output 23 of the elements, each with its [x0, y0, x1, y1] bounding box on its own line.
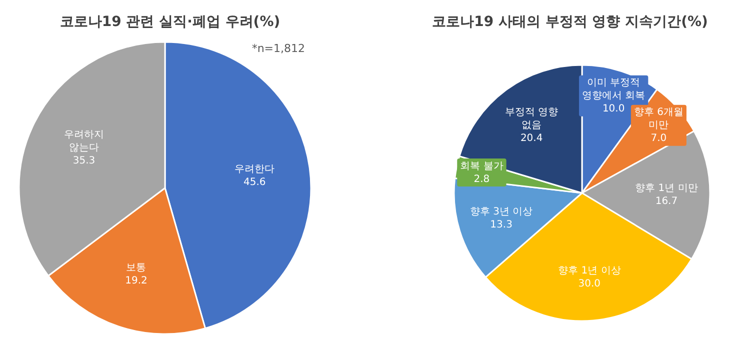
slice-label: 향후 6개월 미만: [634, 106, 684, 131]
chart-title: 코로나19 사태의 부정적 영향 지속기간(%): [432, 14, 708, 30]
data-label: 30.0: [578, 278, 601, 290]
data-label: 19.2: [125, 275, 148, 286]
slice-label: 이미 부정적 영향에서 회복: [582, 77, 646, 102]
slice-label: 부정적 영향 없음: [504, 106, 558, 131]
text: *n=1,812: [252, 42, 305, 55]
data-label: 2.8: [474, 174, 490, 185]
slice-label: 보통: [126, 262, 146, 274]
data-label: 10.0: [602, 103, 625, 114]
slice-label: 우려한다: [234, 164, 275, 175]
data-label: 7.0: [650, 132, 667, 144]
slice-label: 회복 불가: [460, 160, 504, 172]
data-label: 20.4: [520, 132, 543, 144]
chart-title: 코로나19 관련 실직·폐업 우려(%): [60, 14, 280, 30]
data-label: 13.3: [490, 219, 512, 230]
slice-label: 향후 1년 이상: [558, 265, 621, 276]
data-label: 45.6: [244, 176, 266, 188]
slice-label: 우려하지 않는다: [64, 129, 104, 154]
data-label: 16.7: [655, 196, 678, 207]
data-label: 35.3: [72, 155, 96, 166]
slice-label: 향후 3년 이상: [470, 206, 533, 218]
slice-label: 향후 1년 미만: [635, 182, 698, 194]
